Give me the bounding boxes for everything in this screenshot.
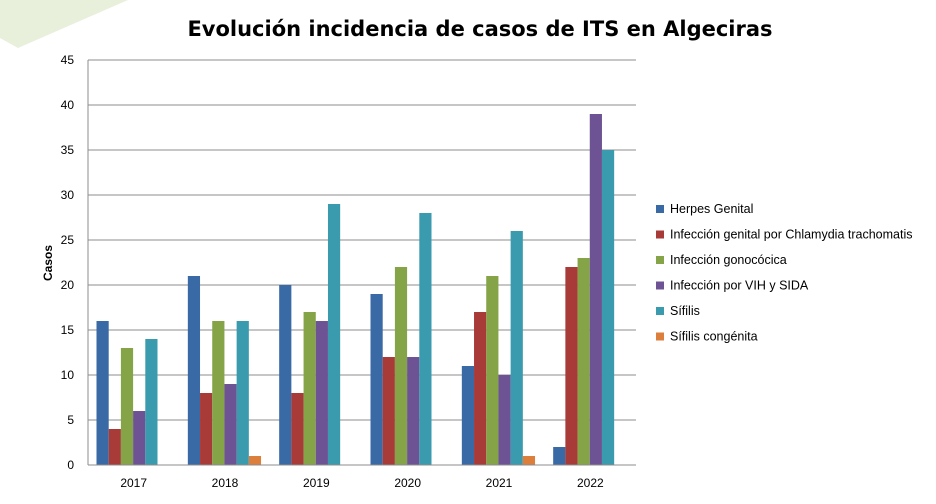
chart-title: Evolución incidencia de casos de ITS en … [187,17,772,41]
bar-2020-1 [382,357,395,465]
legend-label: Infección por VIH y SIDA [670,279,809,293]
bar-2021-5 [522,456,536,465]
bars [96,114,615,465]
bar-2018-3 [224,384,237,465]
x-tick-label: 2022 [577,476,604,490]
legend-label: Infección gonocócica [670,253,787,267]
y-tick-label: 5 [67,413,74,427]
bar-2019-0 [279,285,292,465]
corner-decoration [0,0,128,48]
bar-2017-3 [133,411,146,465]
bar-2018-2 [212,321,225,465]
legend-swatch [656,307,664,315]
bar-2018-4 [236,321,249,465]
legend-swatch [656,205,664,213]
y-tick-label: 10 [61,368,75,382]
bar-2021-4 [510,231,523,465]
x-axis-ticks: 2017 2018 2019 2020 2021 2022 [120,476,604,490]
gridlines [88,59,636,466]
legend-swatch [656,256,664,264]
bar-2022-2 [577,258,590,465]
bar-2017-1 [108,429,121,465]
legend-label: Infección genital por Chlamydia trachoma… [670,228,912,242]
x-tick-label: 2018 [212,476,239,490]
bar-2019-4 [327,204,341,465]
y-tick-label: 40 [61,98,75,112]
x-tick-label: 2021 [486,476,513,490]
bar-2017-2 [120,348,134,465]
y-axis-ticks: 0 5 10 15 20 25 30 35 40 45 [61,53,75,472]
y-tick-label: 35 [61,143,75,157]
bar-2018-1 [200,393,213,465]
bar-2022-3 [589,114,602,465]
legend-label: Sífilis [670,304,700,318]
x-tick-label: 2017 [120,476,147,490]
bar-2018-0 [187,276,201,465]
bar-2022-1 [565,267,578,465]
bar-2017-4 [145,339,158,465]
bar-2021-0 [461,366,475,465]
bar-2020-4 [419,213,432,465]
legend-swatch [656,230,664,239]
bar-2022-4 [601,150,615,465]
bar-2022-0 [553,447,566,465]
x-tick-label: 2019 [303,476,330,490]
y-tick-label: 0 [67,458,74,472]
bar-2019-2 [303,312,316,465]
y-axis-label: Casos [41,245,55,281]
bar-2020-3 [407,357,420,465]
bar-2020-2 [394,267,408,465]
y-tick-label: 20 [61,278,75,292]
bar-2020-0 [370,294,383,465]
y-tick-label: 25 [61,233,75,247]
legend: Herpes Genital Infección genital por Chla… [656,202,912,344]
bar-2019-1 [291,393,304,465]
bar-2017-0 [96,321,109,465]
bar-2021-1 [474,312,487,465]
legend-label: Sífilis congénita [670,330,758,344]
y-tick-label: 30 [61,188,75,202]
legend-swatch [656,281,664,290]
bar-2019-3 [315,321,328,465]
bar-2021-2 [486,276,499,465]
legend-swatch [656,332,664,341]
y-tick-label: 45 [61,53,75,67]
x-tick-label: 2020 [394,476,421,490]
legend-label: Herpes Genital [670,202,753,216]
axes [87,60,636,466]
bar-2018-5 [248,456,262,465]
bar-2021-3 [498,375,511,465]
y-tick-label: 15 [61,323,75,337]
